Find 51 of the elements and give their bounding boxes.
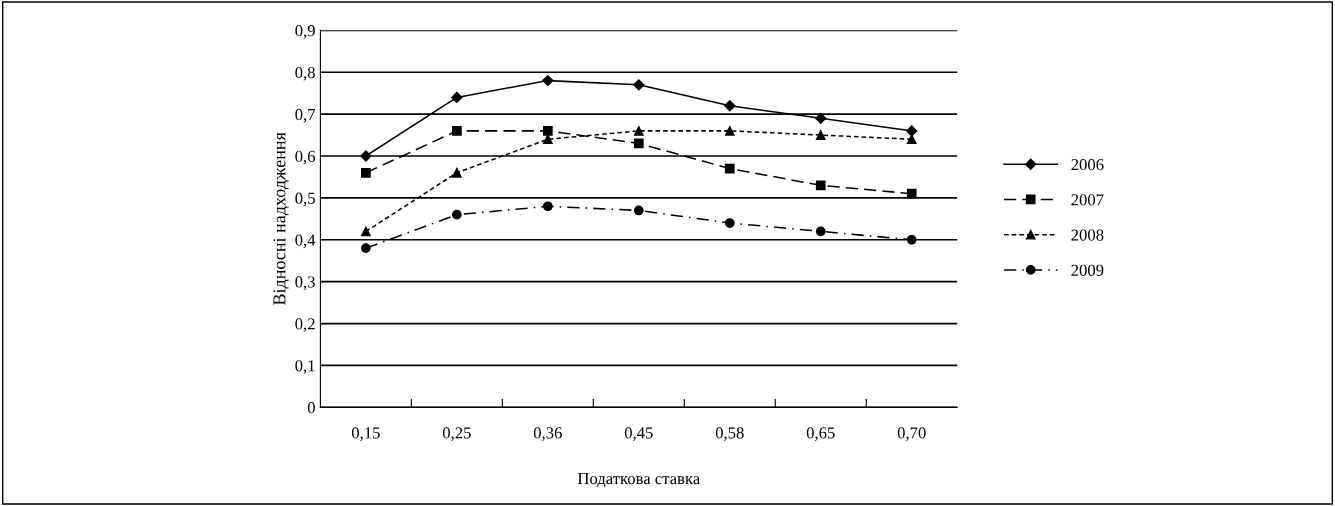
point xyxy=(542,134,553,145)
point xyxy=(815,180,826,191)
x-tick-label: 0,25 xyxy=(442,427,471,441)
point xyxy=(633,79,645,91)
point xyxy=(361,226,371,237)
point xyxy=(906,125,918,137)
y-tick-label: 0,7 xyxy=(295,108,316,123)
x-tick-label: 0,65 xyxy=(806,427,835,441)
point xyxy=(360,150,372,162)
x-tick-label: 0,45 xyxy=(624,427,653,441)
x-tick-label: 0,15 xyxy=(351,427,380,441)
y-tick-label: 0,1 xyxy=(295,360,315,374)
point xyxy=(906,234,917,245)
x-tick-label: 0,70 xyxy=(897,427,926,441)
point xyxy=(542,201,553,212)
legend-label: 2006 xyxy=(1071,159,1104,171)
point xyxy=(815,130,826,140)
point xyxy=(906,134,917,145)
x-tick-label: 0,58 xyxy=(715,427,744,441)
point xyxy=(451,209,462,220)
legend-label: 2007 xyxy=(1071,194,1104,206)
y-tick-label: 0,9 xyxy=(295,25,315,39)
point xyxy=(724,126,735,136)
y-tick-label: 0 xyxy=(307,402,315,414)
y-tick-label: 0,4 xyxy=(295,234,316,249)
point xyxy=(361,167,371,178)
point xyxy=(451,91,463,103)
point xyxy=(724,163,735,174)
point xyxy=(451,126,462,136)
point xyxy=(633,126,644,136)
y-tick-label: 0,5 xyxy=(295,192,315,207)
x-tick-label: 0,36 xyxy=(533,427,562,441)
y-tick-label: 0,2 xyxy=(295,318,315,332)
point xyxy=(724,218,735,228)
y-tick-label: 0,6 xyxy=(295,150,316,165)
y-tick-label: 0,3 xyxy=(295,276,315,291)
point xyxy=(815,226,826,237)
legend-label: 2008 xyxy=(1071,229,1104,241)
point xyxy=(633,138,644,149)
legend-label: 2009 xyxy=(1071,264,1104,276)
point xyxy=(361,243,371,254)
point xyxy=(633,205,644,216)
point xyxy=(815,112,827,124)
point xyxy=(451,167,462,178)
point xyxy=(542,126,553,136)
x-axis-title: Податкова ставка xyxy=(577,473,700,488)
point xyxy=(724,100,736,112)
point xyxy=(542,75,554,87)
point xyxy=(906,188,917,199)
y-axis-title: Відносні надходження xyxy=(273,132,289,306)
y-tick-label: 0,8 xyxy=(295,66,315,81)
